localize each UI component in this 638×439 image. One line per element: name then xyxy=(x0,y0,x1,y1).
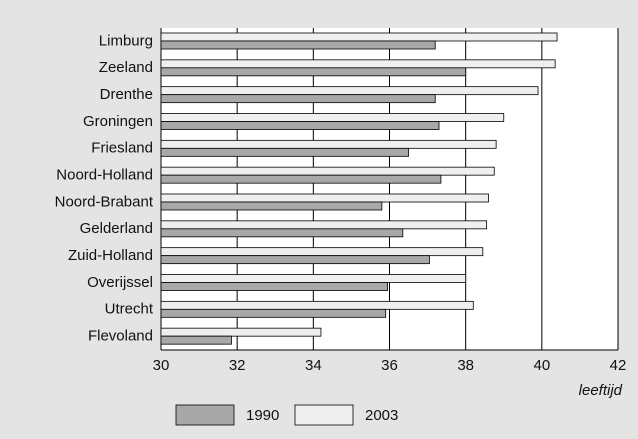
bar xyxy=(160,282,388,291)
bar xyxy=(160,86,539,96)
y-tick-label: Groningen xyxy=(83,113,153,130)
bar xyxy=(160,335,232,345)
x-tick-label: 32 xyxy=(229,357,246,374)
bar xyxy=(160,166,495,176)
bar xyxy=(160,174,442,184)
bar xyxy=(160,59,556,69)
bar xyxy=(160,255,430,265)
bar xyxy=(160,201,383,211)
x-tick-label: 30 xyxy=(153,357,170,374)
y-tick-label: Drenthe xyxy=(100,86,153,103)
x-tick-label: 36 xyxy=(381,357,398,374)
bar xyxy=(160,274,467,283)
bar xyxy=(160,67,467,77)
y-tick-label: Zuid-Holland xyxy=(68,247,153,264)
x-tick-label: 40 xyxy=(533,357,550,374)
y-tick-label: Gelderland xyxy=(80,220,153,237)
bar xyxy=(160,228,404,238)
bar xyxy=(160,113,505,122)
x-axis-label: leeftijd xyxy=(579,382,623,399)
y-tick-label: Overijssel xyxy=(87,274,153,291)
y-tick-label: Flevoland xyxy=(88,328,153,345)
bar xyxy=(160,32,558,42)
y-tick-label: Utrecht xyxy=(105,301,154,318)
y-tick-label: Limburg xyxy=(99,32,153,49)
legend-label: 1990 xyxy=(246,407,279,424)
bar xyxy=(160,94,436,104)
bar xyxy=(160,121,440,130)
x-tick-label: 34 xyxy=(305,357,322,374)
y-tick-label: Friesland xyxy=(91,140,153,157)
legend-label: 2003 xyxy=(365,407,398,424)
y-tick-label: Noord-Brabant xyxy=(55,193,154,210)
bar xyxy=(160,40,436,50)
bar xyxy=(160,220,488,230)
bar xyxy=(160,139,497,149)
bar xyxy=(160,193,489,203)
y-tick-label: Zeeland xyxy=(99,59,153,76)
x-tick-label: 38 xyxy=(457,357,474,374)
bar xyxy=(160,147,409,157)
y-tick-label: Noord-Holland xyxy=(56,167,153,184)
bar xyxy=(160,308,387,318)
legend-swatch xyxy=(294,404,354,426)
bar xyxy=(160,247,484,257)
x-tick-label: 42 xyxy=(610,357,627,374)
bar xyxy=(160,300,474,310)
bar xyxy=(160,327,322,337)
legend-swatch xyxy=(175,404,235,426)
